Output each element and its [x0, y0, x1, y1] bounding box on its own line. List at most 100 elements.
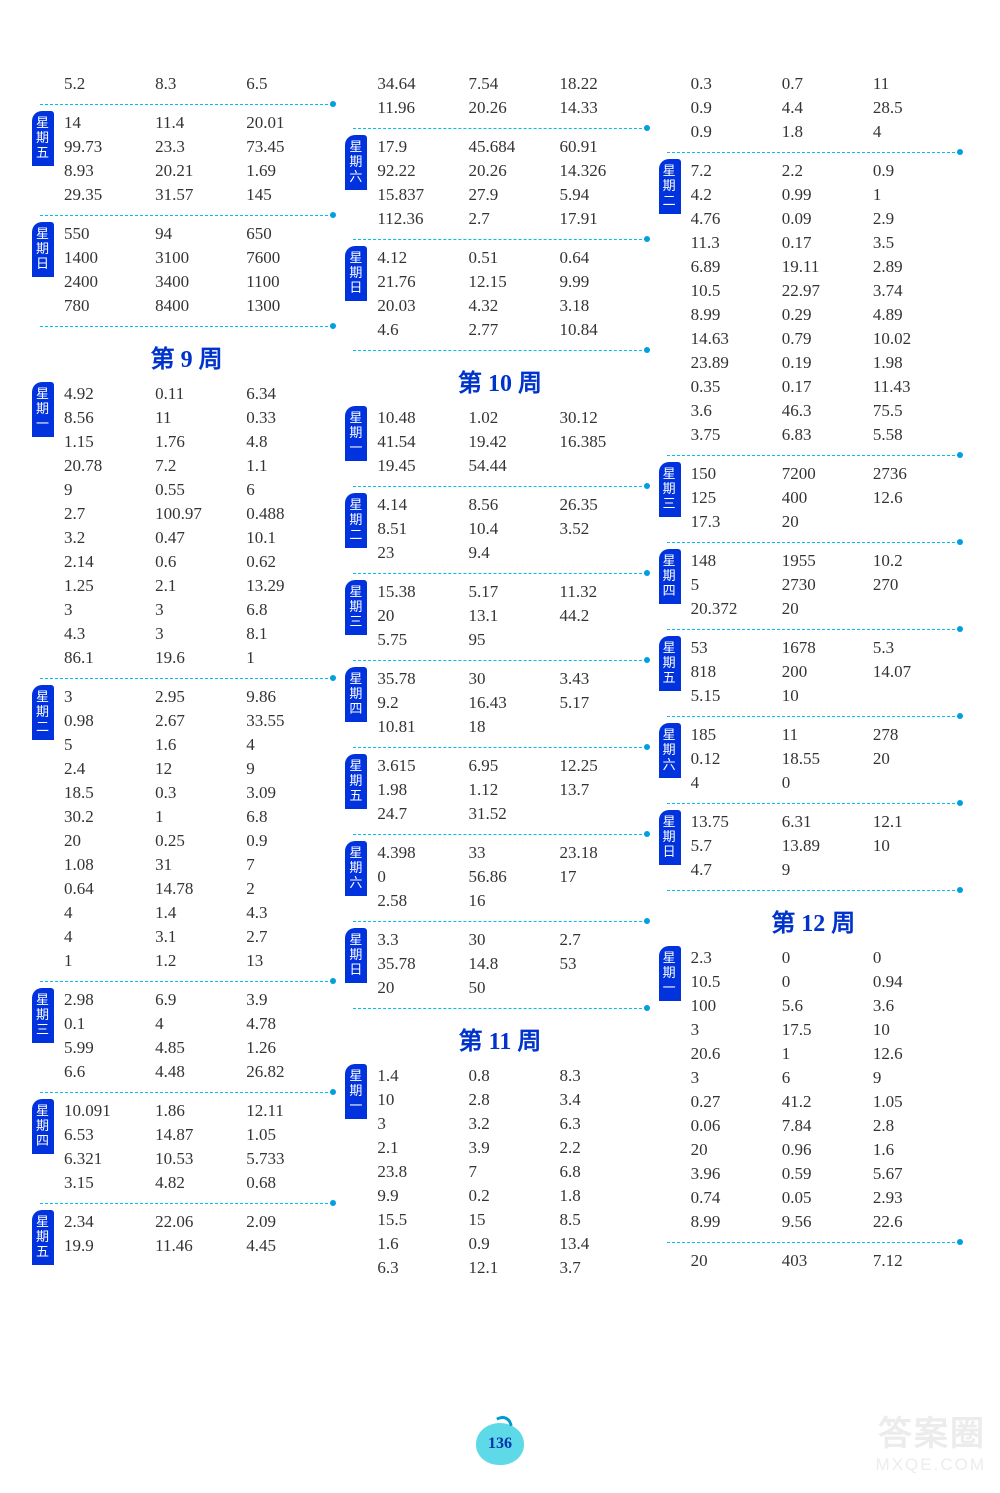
cell: 20.26: [464, 96, 555, 120]
cell: 53: [687, 636, 778, 660]
cell: 4.14: [373, 493, 464, 517]
rows: 3.3302.735.7814.8532050: [371, 926, 646, 1004]
cell: 0.9: [687, 96, 778, 120]
table-row: 81820014.07: [687, 660, 960, 684]
cell: 1100: [242, 270, 333, 294]
cell: 14: [60, 111, 151, 135]
day-tab: 星期六: [345, 841, 367, 896]
table-row: 40: [687, 771, 960, 795]
answer-block: 星期四35.78303.439.216.435.1710.8118: [353, 665, 646, 743]
table-row: 8.999.5622.6: [687, 1210, 960, 1234]
cell: 2.7: [556, 928, 647, 952]
day-tab: 星期二: [659, 159, 681, 214]
cell: 650: [242, 222, 333, 246]
divider: [353, 921, 646, 922]
cell: 0.2: [464, 1184, 555, 1208]
cell: 6: [242, 478, 333, 502]
cell: 4.398: [373, 841, 464, 865]
answer-block: 星期三1507200273612540012.617.320: [667, 460, 960, 538]
cell: 1: [242, 646, 333, 670]
cell: 11: [778, 723, 869, 747]
cell: 9.2: [373, 691, 464, 715]
cell: 4: [60, 925, 151, 949]
cell: 13.89: [778, 834, 869, 858]
cell: 20.6: [687, 1042, 778, 1066]
cell: 20.01: [242, 111, 333, 135]
table-row: 9.216.435.17: [373, 691, 646, 715]
cell: 2.89: [869, 255, 960, 279]
cell: 12.1: [869, 810, 960, 834]
cell: 3.43: [556, 667, 647, 691]
cell: 18: [464, 715, 555, 739]
cell: 2.95: [151, 685, 242, 709]
cell: 3.7: [556, 1256, 647, 1280]
cell: 6.53: [60, 1123, 151, 1147]
cell: 2.77: [464, 318, 555, 342]
cell: 1: [869, 183, 960, 207]
cell: 8.1: [242, 622, 333, 646]
cell: 0.1: [60, 1012, 151, 1036]
cell: 200: [778, 660, 869, 684]
cell: 6.8: [242, 598, 333, 622]
cell: 2: [242, 877, 333, 901]
table-row: 0.067.842.8: [687, 1114, 960, 1138]
rows: 4.148.5626.358.5110.43.52239.4: [371, 491, 646, 569]
cell: 3400: [151, 270, 242, 294]
divider: [667, 542, 960, 543]
cell: 1.05: [242, 1123, 333, 1147]
cell: 2.2: [778, 159, 869, 183]
rows: 2.30010.500.941005.63.6317.51020.6112.63…: [685, 944, 960, 1238]
table-row: 200.961.6: [687, 1138, 960, 1162]
cell: 9.9: [373, 1184, 464, 1208]
table-row: 140031007600: [60, 246, 333, 270]
table-row: 6.64.4826.82: [60, 1060, 333, 1084]
table-row: 86.119.61: [60, 646, 333, 670]
cell: 150: [687, 462, 778, 486]
week-title: 第 9 周: [40, 339, 333, 374]
answer-block: 星期日13.756.3112.15.713.89104.79: [667, 808, 960, 886]
answer-block: 星期一10.481.0230.1241.5419.4216.38519.4554…: [353, 404, 646, 482]
divider: [353, 239, 646, 240]
rows: 13.756.3112.15.713.89104.79: [685, 808, 960, 886]
divider: [40, 981, 333, 982]
cell: 0.17: [778, 231, 869, 255]
cell: 2.4: [60, 757, 151, 781]
cell: 11.32: [556, 580, 647, 604]
cell: 19.45: [373, 454, 464, 478]
table-row: 0.1218.5520: [687, 747, 960, 771]
cell: 13: [242, 949, 333, 973]
table-row: 3.646.375.5: [687, 399, 960, 423]
cell: 5.7: [687, 834, 778, 858]
table-row: 1.151.764.8: [60, 430, 333, 454]
cell: 12.15: [464, 270, 555, 294]
cell: 33.55: [242, 709, 333, 733]
cell: 5.2: [60, 72, 151, 96]
cell: 73.45: [242, 135, 333, 159]
cell: 6.34: [242, 382, 333, 406]
cell: 112.36: [373, 207, 464, 231]
table-row: 204037.12: [687, 1249, 960, 1273]
cell: 0.9: [464, 1232, 555, 1256]
cell: 4.78: [242, 1012, 333, 1036]
cell: 3.2: [60, 526, 151, 550]
cell: 6.3: [556, 1112, 647, 1136]
table-row: 8.990.294.89: [687, 303, 960, 327]
table-row: 7.22.20.9: [687, 159, 960, 183]
day-tab: 星期四: [659, 549, 681, 604]
cell: 5.6: [778, 994, 869, 1018]
cell: 1: [151, 805, 242, 829]
cell: 5.17: [464, 580, 555, 604]
cell: 0.35: [687, 375, 778, 399]
cell: 8.56: [60, 406, 151, 430]
table-row: 18511278: [687, 723, 960, 747]
cell: 9: [778, 858, 869, 882]
table-row: 2.5816: [373, 889, 646, 913]
table-row: 2.300: [687, 946, 960, 970]
rows: 15.385.1711.322013.144.25.7595: [371, 578, 646, 656]
rows: 2.986.93.90.144.785.994.851.266.64.4826.…: [58, 986, 333, 1088]
cell: 0.27: [687, 1090, 778, 1114]
table-row: 6.5314.871.05: [60, 1123, 333, 1147]
cell: 0.51: [464, 246, 555, 270]
table-row: 43.12.7: [60, 925, 333, 949]
answer-block: 星期二7.22.20.94.20.9914.760.092.911.30.173…: [667, 157, 960, 451]
